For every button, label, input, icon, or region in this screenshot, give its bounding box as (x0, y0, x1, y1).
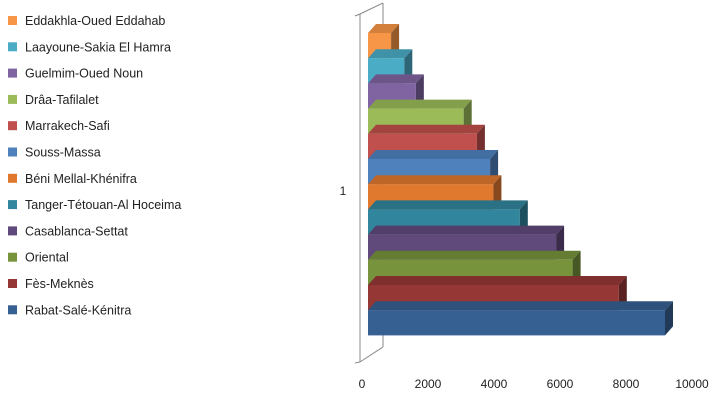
legend-swatch (8, 173, 17, 183)
legend-swatch (8, 147, 17, 157)
legend-label: Drâa-Tafilalet (25, 93, 99, 107)
bar-top-face (368, 175, 502, 185)
x-axis: 0 2000 4000 6000 8000 10000 (359, 377, 709, 391)
legend-label: Eddakhla-Oued Eddahab (25, 14, 165, 28)
bar-top-face (368, 74, 424, 84)
legend-label: Rabat-Salé-Kénitra (25, 303, 131, 317)
legend-label: Fès-Meknès (25, 277, 94, 291)
legend-swatch (8, 42, 17, 52)
legend-label: Marrakech-Safi (25, 119, 110, 133)
bottom-tick (354, 361, 361, 364)
bar-top-face (368, 301, 673, 311)
legend-swatch (8, 94, 17, 104)
bar-top-face (368, 124, 485, 134)
x-tick-label: 6000 (547, 377, 574, 391)
legend-item: Rabat-Salé-Kénitra (8, 303, 131, 317)
legend-label: Laayoune-Sakia El Hamra (25, 40, 171, 54)
bar-top-face (368, 250, 581, 260)
legend-label: Casablanca-Settat (25, 224, 128, 238)
x-tick-label: 2000 (415, 377, 442, 391)
floor-edge (359, 346, 384, 363)
x-tick-label: 4000 (481, 377, 508, 391)
bar-top-face (368, 24, 400, 33)
legend-item: Drâa-Tafilalet (8, 93, 99, 107)
legend-swatch (8, 226, 17, 236)
bar-top-face (368, 49, 413, 59)
bar-side-face (665, 301, 673, 336)
bars (368, 24, 673, 336)
legend-item: Oriental (8, 251, 69, 265)
legend-label: Oriental (25, 251, 69, 265)
legend-label: Tanger-Tétouan-Al Hoceima (25, 198, 181, 212)
legend-item: Guelmim-Oued Noun (8, 67, 143, 81)
legend-label: Béni Mellal-Khénifra (25, 172, 137, 186)
legend-swatch (8, 121, 17, 131)
legend-swatch (8, 305, 17, 315)
legend-item: Souss-Massa (8, 146, 101, 160)
legend-item: Tanger-Tétouan-Al Hoceima (8, 198, 181, 212)
bar-top-face (368, 99, 472, 109)
legend-swatch (8, 252, 17, 262)
left-wall-top-edge (359, 2, 384, 15)
legend-item: Béni Mellal-Khénifra (8, 172, 137, 186)
legend-item: Fès-Meknès (8, 277, 94, 291)
x-tick-label: 8000 (613, 377, 640, 391)
legend-item: Casablanca-Settat (8, 224, 128, 238)
x-tick-label: 10000 (675, 377, 709, 391)
bar-top-face (368, 200, 528, 210)
top-tick (354, 13, 361, 17)
legend-swatch (8, 200, 17, 210)
legend-label: Souss-Massa (25, 146, 101, 160)
legend: Eddakhla-Oued Eddahab Laayoune-Sakia El H… (8, 14, 181, 317)
bar-rabat-sal-k-nitra (368, 301, 673, 336)
legend-swatch (8, 279, 17, 288)
category-label: 1 (340, 184, 347, 198)
legend-item: Eddakhla-Oued Eddahab (8, 14, 165, 28)
legend-item: Laayoune-Sakia El Hamra (8, 40, 171, 54)
legend-swatch (8, 68, 17, 78)
bar-top-face (368, 276, 627, 285)
bar-top-face (368, 225, 565, 235)
x-tick-label: 0 (359, 377, 366, 391)
bar-top-face (368, 150, 499, 159)
legend-swatch (8, 16, 17, 25)
bar-front-face (368, 310, 665, 336)
legend-item: Marrakech-Safi (8, 119, 110, 133)
legend-label: Guelmim-Oued Noun (25, 67, 143, 81)
